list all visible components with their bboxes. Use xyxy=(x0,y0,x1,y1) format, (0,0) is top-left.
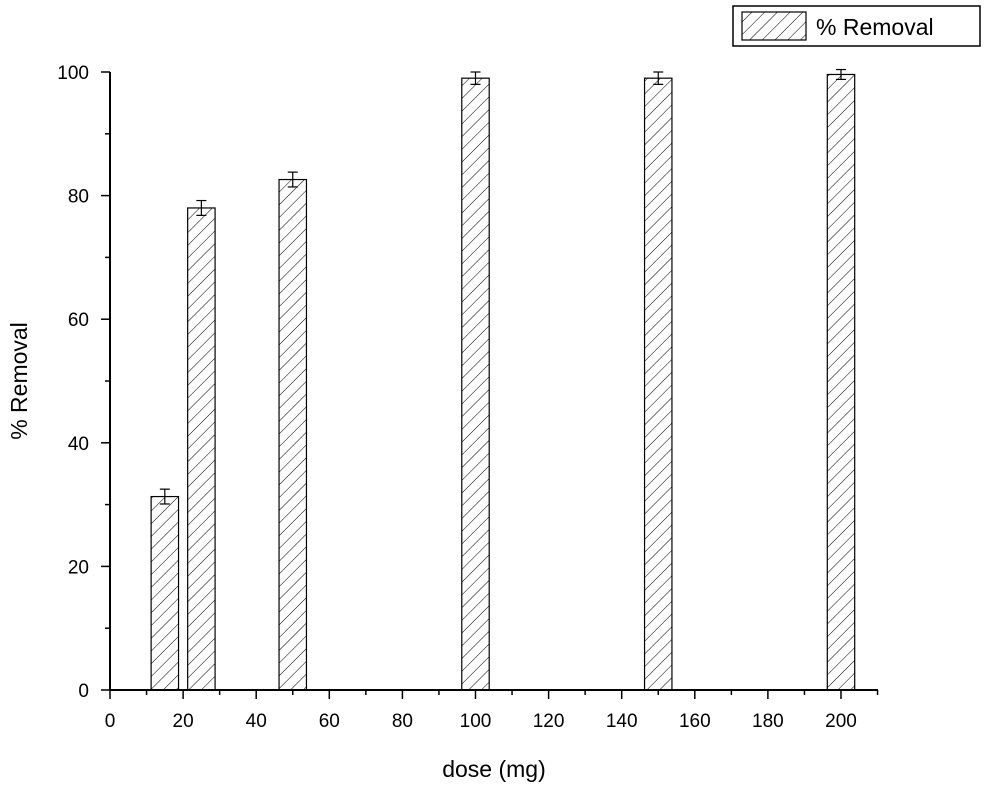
legend: % Removal xyxy=(732,5,981,47)
bars-layer xyxy=(150,68,856,691)
bar xyxy=(826,73,856,691)
bar xyxy=(150,495,180,691)
ticks-layer: 0 20 40 60 80 100 120 140 160 180 200 0 20 40 60 80 100 xyxy=(57,63,879,732)
y-tick-label: 60 xyxy=(68,310,89,331)
y-axis-title: % Removal xyxy=(6,322,32,440)
x-tick-label: 20 xyxy=(173,711,194,732)
bar xyxy=(187,207,216,691)
bar xyxy=(461,77,490,691)
bar xyxy=(278,178,308,691)
axes xyxy=(109,72,878,691)
error-bar xyxy=(196,199,207,216)
error-bar xyxy=(159,488,170,505)
y-tick-label: 40 xyxy=(68,434,89,455)
legend-swatch xyxy=(741,11,807,41)
y-tick-label: 20 xyxy=(68,557,89,578)
y-tick-label: 0 xyxy=(78,681,89,702)
x-tick-label: 0 xyxy=(105,711,116,732)
error-bar xyxy=(836,68,846,81)
x-tick-label: 160 xyxy=(679,711,711,732)
x-tick-label: 180 xyxy=(752,711,784,732)
x-tick-label: 100 xyxy=(460,711,492,732)
x-axis-title: dose (mg) xyxy=(442,756,546,782)
error-bar xyxy=(470,71,481,85)
x-tick-label: 60 xyxy=(319,711,340,732)
bar xyxy=(643,77,673,691)
x-tick-label: 40 xyxy=(246,711,267,732)
x-tick-label: 200 xyxy=(825,711,857,732)
error-bar xyxy=(287,171,298,188)
x-tick-label: 120 xyxy=(533,711,565,732)
x-tick-label: 140 xyxy=(606,711,638,732)
y-tick-label: 80 xyxy=(68,187,89,208)
error-bar xyxy=(653,71,664,85)
legend-label: % Removal xyxy=(816,14,934,40)
x-tick-label: 80 xyxy=(392,711,413,732)
y-tick-label: 100 xyxy=(57,63,89,84)
